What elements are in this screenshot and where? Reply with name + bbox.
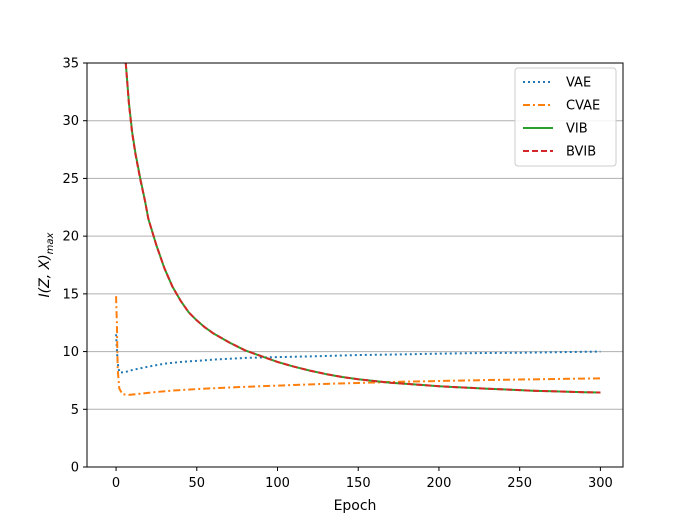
x-tick-label: 150 [346,476,371,491]
x-tick-label: 0 [112,476,120,491]
y-tick-label: 10 [62,345,79,360]
x-axis-title: Epoch [334,498,377,514]
series-line-bvib [124,63,601,394]
y-tick-label: 35 [62,57,79,72]
y-tick-label: 25 [62,172,79,187]
legend-label-vae: VAE [566,76,591,91]
series-line-cvae [115,296,601,396]
legend-box [514,67,617,167]
x-axis-ticks: 0 50 100 150 200 250 300 [112,467,613,491]
y-tick-label: 30 [62,114,79,129]
x-tick-label: 250 [507,476,532,491]
plot-frame [86,62,624,468]
y-tick-label: 15 [62,287,79,302]
legend-label-cvae: CVAE [566,99,600,114]
legend-label-bvib: BVIB [566,145,596,160]
y-axis-ticks: 0 5 10 15 20 25 30 35 [62,57,87,476]
y-axis-title: I(Z, X)max [37,232,56,297]
legend-label-vib: VIB [566,122,588,137]
x-tick-label: 50 [189,476,206,491]
y-tick-label: 0 [71,461,79,476]
x-tick-label: 100 [265,476,290,491]
y-axis-title-main: I(Z, X) [37,254,53,297]
y-tick-label: 5 [71,403,79,418]
y-tick-label: 20 [62,230,79,245]
series-line-vae [115,334,601,374]
y-axis-title-group: I(Z, X)max [37,232,56,297]
y-axis-title-subscript: max [45,232,56,254]
x-tick-label: 200 [427,476,452,491]
x-tick-label: 300 [588,476,613,491]
legend: VAE CVAE VIB BVIB [514,67,617,167]
series-layer [115,63,601,396]
